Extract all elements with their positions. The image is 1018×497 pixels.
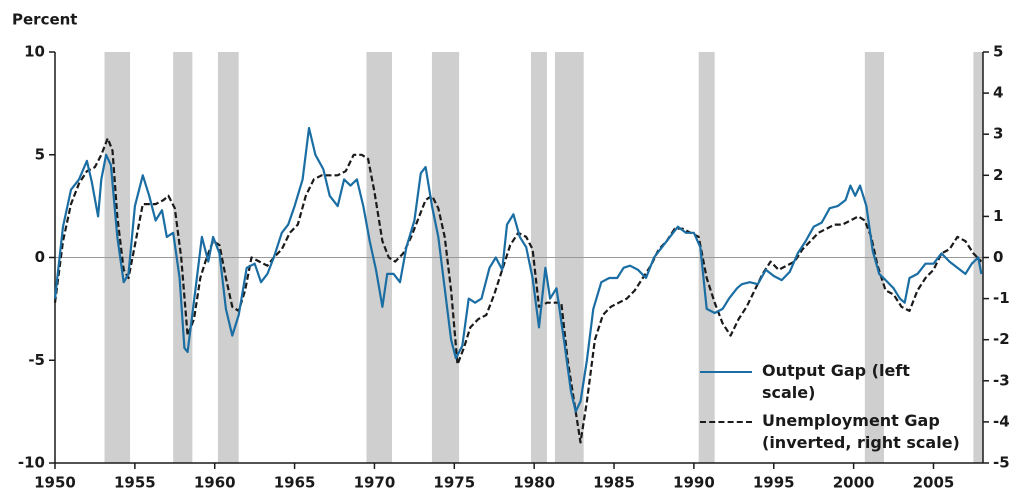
y-tick-label: -10 [18,454,45,472]
y2-tick-label: 2 [993,166,1003,184]
y2-tick-label: -1 [993,289,1010,307]
y2-tick-label: -3 [993,371,1010,389]
y-axis-title: Percent [12,11,77,29]
x-tick-label: 1950 [34,474,76,492]
y2-tick-label: -5 [993,454,1010,472]
y2-tick-label: 1 [993,207,1003,225]
y2-tick-label: 5 [993,43,1003,61]
x-tick-label: 1965 [274,474,316,492]
legend-swatch [700,371,752,373]
y2-tick-label: -4 [993,412,1010,430]
legend-entry: Output Gap (left scale) [700,360,962,404]
x-tick-label: 1985 [593,474,635,492]
y2-tick-label: -2 [993,330,1010,348]
x-tick-label: 1980 [513,474,555,492]
x-tick-label: 1975 [433,474,475,492]
legend-label: Output Gap (left scale) [762,361,910,402]
legend-swatch [700,421,752,423]
legend-label: Unemployment Gap (inverted, right scale) [762,411,960,452]
x-tick-label: 1990 [673,474,715,492]
y2-tick-label: 4 [993,84,1003,102]
x-tick-label: 1970 [354,474,396,492]
y2-tick-label: 0 [993,248,1003,266]
y2-tick-label: 3 [993,125,1003,143]
x-tick-label: 1960 [194,474,236,492]
legend-entry: Unemployment Gap (inverted, right scale) [700,410,962,454]
x-tick-label: 1955 [114,474,156,492]
y-tick-label: -5 [28,351,45,369]
x-tick-label: 2005 [913,474,955,492]
x-tick-label: 2000 [833,474,875,492]
y-tick-label: 0 [35,248,45,266]
y-tick-label: 5 [35,145,45,163]
y-tick-label: 10 [24,43,45,61]
x-tick-label: 1995 [753,474,795,492]
series-line [53,126,983,413]
legend: Output Gap (left scale) Unemployment Gap … [700,360,962,460]
